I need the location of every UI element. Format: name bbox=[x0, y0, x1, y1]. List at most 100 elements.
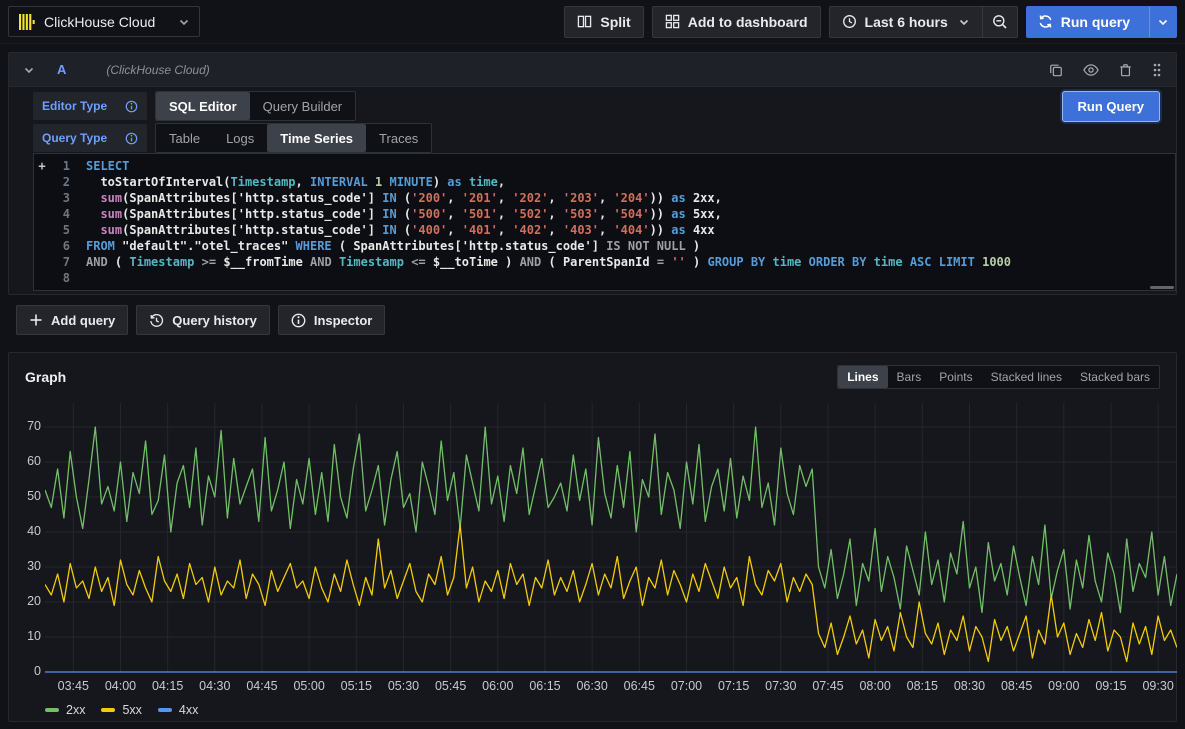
legend-color-dash bbox=[45, 708, 59, 712]
y-axis-label: 20 bbox=[17, 594, 41, 608]
add-to-dashboard-label: Add to dashboard bbox=[688, 14, 808, 30]
x-axis-label: 04:45 bbox=[240, 679, 284, 693]
query-type-option-logs[interactable]: Logs bbox=[213, 124, 267, 152]
graph-header: Graph LinesBarsPointsStacked linesStacke… bbox=[9, 353, 1176, 389]
x-axis-label: 05:15 bbox=[334, 679, 378, 693]
x-axis-label: 07:30 bbox=[759, 679, 803, 693]
x-axis-label: 07:45 bbox=[806, 679, 850, 693]
x-axis-label: 07:15 bbox=[712, 679, 756, 693]
code-line[interactable]: 7AND ( Timestamp >= $__fromTime AND Time… bbox=[34, 254, 1175, 270]
y-axis: 010203040506070 bbox=[17, 403, 41, 673]
code-line[interactable]: 4 sum(SpanAttributes['http.status_code']… bbox=[34, 206, 1175, 222]
info-icon[interactable] bbox=[125, 132, 138, 145]
code-line[interactable]: 6FROM "default"."otel_traces" WHERE ( Sp… bbox=[34, 238, 1175, 254]
query-type-option-table[interactable]: Table bbox=[156, 124, 213, 152]
inspector-label: Inspector bbox=[314, 313, 373, 328]
legend-label: 4xx bbox=[179, 703, 198, 717]
x-axis-label: 05:00 bbox=[287, 679, 331, 693]
x-axis-label: 08:45 bbox=[995, 679, 1039, 693]
zoom-out-button[interactable] bbox=[983, 6, 1018, 38]
x-axis-label: 06:00 bbox=[476, 679, 520, 693]
y-axis-label: 40 bbox=[17, 524, 41, 538]
graph-mode-stacked-bars[interactable]: Stacked bars bbox=[1071, 366, 1159, 388]
graph-mode-bars[interactable]: Bars bbox=[888, 366, 931, 388]
graph-mode-lines[interactable]: Lines bbox=[838, 366, 887, 388]
x-axis-label: 08:30 bbox=[947, 679, 991, 693]
clickhouse-logo-icon bbox=[18, 13, 36, 31]
split-label: Split bbox=[600, 14, 630, 30]
graph-mode-stacked-lines[interactable]: Stacked lines bbox=[982, 366, 1071, 388]
duplicate-query-icon[interactable] bbox=[1049, 63, 1063, 77]
graph-mode-points[interactable]: Points bbox=[930, 366, 981, 388]
datasource-picker[interactable]: ClickHouse Cloud bbox=[8, 6, 200, 37]
legend-item-5xx[interactable]: 5xx bbox=[101, 703, 141, 717]
query-type-option-time-series[interactable]: Time Series bbox=[267, 124, 366, 152]
run-query-dropdown[interactable] bbox=[1149, 7, 1176, 37]
code-line[interactable]: 3 sum(SpanAttributes['http.status_code']… bbox=[34, 190, 1175, 206]
x-axis-label: 05:45 bbox=[429, 679, 473, 693]
query-type-row: Query Type TableLogsTime SeriesTraces bbox=[33, 123, 432, 153]
x-axis-label: 06:45 bbox=[617, 679, 661, 693]
code-line[interactable]: 8 bbox=[34, 270, 1175, 286]
query-datasource-name: (ClickHouse Cloud) bbox=[106, 63, 209, 77]
x-axis-label: 04:15 bbox=[146, 679, 190, 693]
split-button[interactable]: Split bbox=[564, 6, 643, 38]
x-axis-label: 09:00 bbox=[1042, 679, 1086, 693]
legend-label: 5xx bbox=[122, 703, 141, 717]
inspector-button[interactable]: Inspector bbox=[278, 305, 386, 335]
x-axis-label: 03:45 bbox=[51, 679, 95, 693]
time-range-button[interactable]: Last 6 hours bbox=[829, 6, 983, 38]
time-picker-group: Last 6 hours bbox=[829, 6, 1018, 38]
legend-item-2xx[interactable]: 2xx bbox=[45, 703, 85, 717]
graph-legend: 2xx 5xx 4xx bbox=[45, 703, 198, 717]
y-axis-label: 0 bbox=[17, 664, 41, 678]
hide-query-eye-icon[interactable] bbox=[1083, 63, 1099, 77]
query-type-label: Query Type bbox=[33, 124, 147, 152]
query-editor-panel: A (ClickHouse Cloud) Editor Type bbox=[8, 52, 1177, 295]
editor-type-group: SQL EditorQuery Builder bbox=[155, 91, 356, 121]
legend-item-4xx[interactable]: 4xx bbox=[158, 703, 198, 717]
editor-type-option-query-builder[interactable]: Query Builder bbox=[250, 92, 355, 120]
x-axis-label: 06:30 bbox=[570, 679, 614, 693]
split-icon bbox=[577, 14, 592, 29]
x-axis-label: 04:30 bbox=[193, 679, 237, 693]
run-query-button[interactable]: Run query bbox=[1026, 6, 1177, 38]
code-line[interactable]: 5 sum(SpanAttributes['http.status_code']… bbox=[34, 222, 1175, 238]
explore-toolbar: Add query Query history Inspector bbox=[16, 305, 385, 335]
query-row-header[interactable]: A (ClickHouse Cloud) bbox=[9, 53, 1176, 87]
add-query-label: Add query bbox=[51, 313, 115, 328]
editor-type-row: Editor Type SQL EditorQuery Builder bbox=[33, 91, 356, 121]
x-axis-label: 09:30 bbox=[1136, 679, 1180, 693]
code-line[interactable]: +1SELECT bbox=[34, 158, 1175, 174]
sql-code-editor[interactable]: +1SELECT2 toStartOfInterval(Timestamp, I… bbox=[33, 153, 1176, 291]
x-axis-label: 05:30 bbox=[381, 679, 425, 693]
x-axis: 03:4504:00 04:1504:3004:4505:0005:1505:30… bbox=[45, 679, 1177, 695]
y-axis-label: 70 bbox=[17, 419, 41, 433]
x-axis-label: 08:15 bbox=[900, 679, 944, 693]
collapse-chevron-icon[interactable] bbox=[23, 64, 35, 76]
code-line[interactable]: 2 toStartOfInterval(Timestamp, INTERVAL … bbox=[34, 174, 1175, 190]
drag-handle-icon[interactable] bbox=[1152, 62, 1162, 78]
query-type-option-traces[interactable]: Traces bbox=[366, 124, 431, 152]
run-query-label: Run query bbox=[1061, 14, 1130, 30]
graph-canvas[interactable] bbox=[45, 403, 1177, 673]
editor-type-option-sql-editor[interactable]: SQL Editor bbox=[156, 92, 250, 120]
query-history-button[interactable]: Query history bbox=[136, 305, 270, 335]
delete-query-trash-icon[interactable] bbox=[1119, 63, 1132, 77]
topbar: ClickHouse Cloud Split Add to dashboard bbox=[0, 0, 1185, 44]
horizontal-scrollbar[interactable] bbox=[1150, 286, 1174, 289]
info-icon[interactable] bbox=[125, 100, 138, 113]
add-query-button[interactable]: Add query bbox=[16, 305, 128, 335]
time-range-label: Last 6 hours bbox=[865, 14, 948, 30]
x-axis-label: 08:00 bbox=[853, 679, 897, 693]
add-to-dashboard-button[interactable]: Add to dashboard bbox=[652, 6, 821, 38]
panel-run-query-button[interactable]: Run Query bbox=[1062, 91, 1160, 122]
y-axis-label: 50 bbox=[17, 489, 41, 503]
y-axis-label: 10 bbox=[17, 629, 41, 643]
history-icon bbox=[149, 313, 164, 328]
topbar-actions: Split Add to dashboard Last 6 hours bbox=[564, 6, 1177, 38]
chevron-down-icon bbox=[178, 16, 190, 28]
x-axis-label: 04:00 bbox=[98, 679, 142, 693]
y-axis-label: 60 bbox=[17, 454, 41, 468]
graph-mode-group: LinesBarsPointsStacked linesStacked bars bbox=[837, 365, 1160, 389]
